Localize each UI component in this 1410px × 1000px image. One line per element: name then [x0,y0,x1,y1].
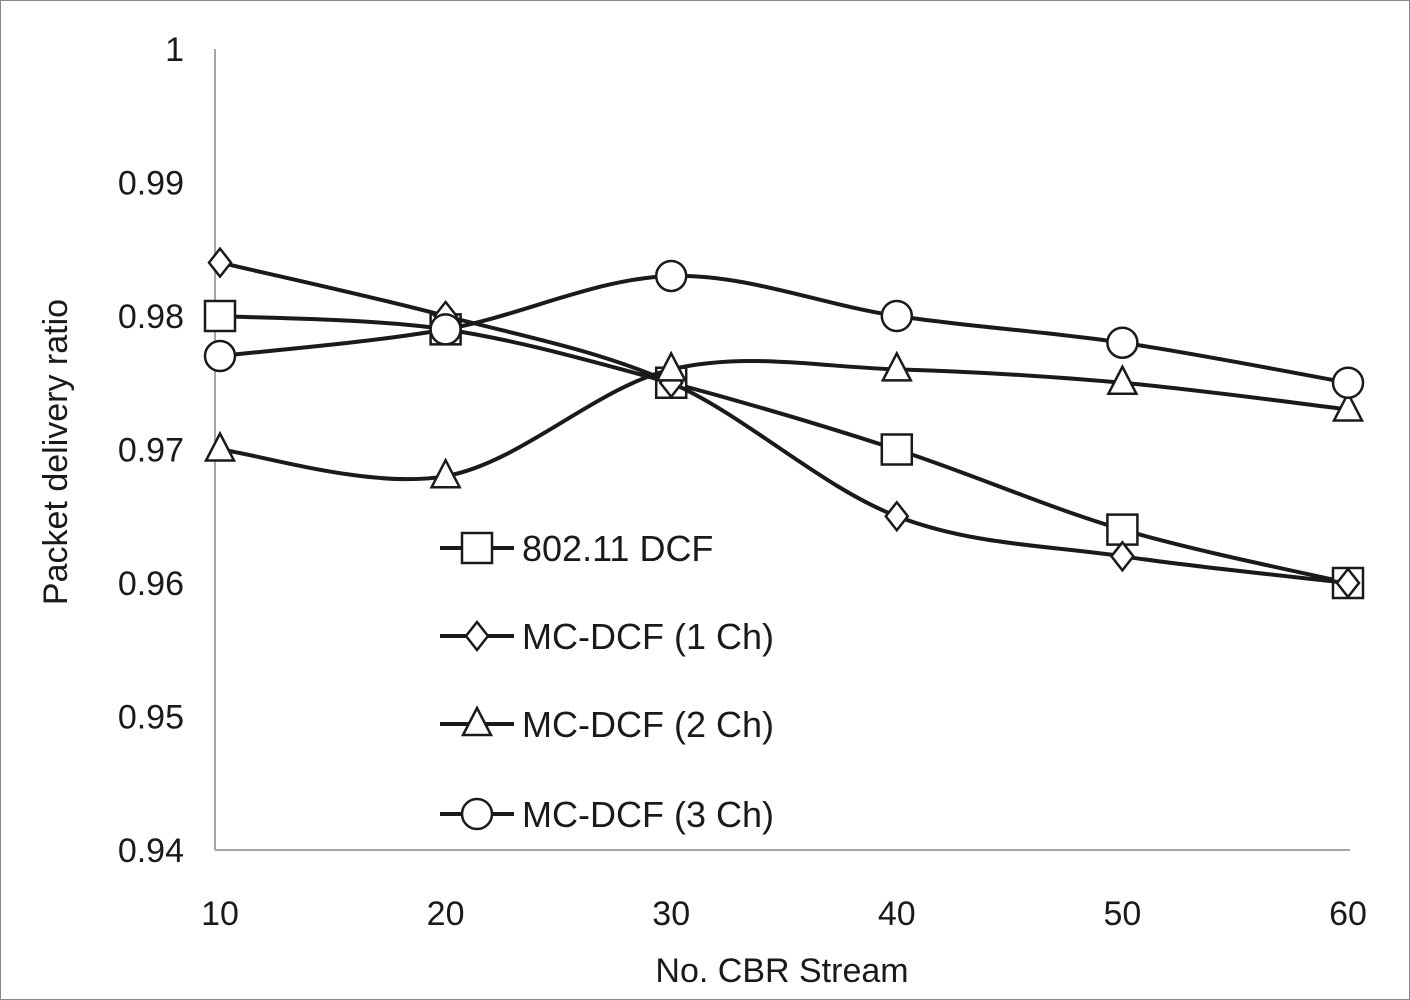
series-line [218,314,1350,585]
y-tick-label: 0.99 [118,165,184,203]
legend-marker-circle [460,797,494,831]
series-line [218,273,1350,385]
data-point-triangle [655,350,688,382]
legend: 802.11 DCF MC-DCF (1 Ch) MC-DCF (2 Ch) MC-D… [440,528,774,835]
legend-item: MC-DCF (1 Ch) [440,616,774,657]
data-point-diamond [884,500,910,533]
data-point-circle [654,259,688,293]
y-tick-label: 0.98 [118,298,184,336]
data-point-triangle [429,457,462,489]
legend-label: 802.11 DCF [522,528,713,569]
y-tick-label: 1 [165,31,184,69]
x-tick-label: 40 [878,895,916,933]
x-tick-label: 60 [1329,895,1367,933]
data-point-circle [429,313,462,346]
x-tick-labels: 10 20 30 40 50 60 [201,895,1367,933]
series-diamond [207,246,1361,600]
legend-marker-triangle [460,705,494,737]
legend-item: 802.11 DCF [440,528,713,569]
data-point-square [203,299,237,333]
x-tick-label: 50 [1103,895,1141,933]
legend-label: MC-DCF (2 Ch) [522,704,774,745]
data-point-square [1106,513,1139,546]
legend-item: MC-DCF (2 Ch) [440,704,774,745]
y-tick-labels: 0.94 0.95 0.96 0.97 0.98 0.99 1 [118,31,184,870]
data-point-circle [1331,366,1365,399]
data-point-circle [203,339,237,373]
data-point-diamond [1109,540,1135,573]
legend-marker-square [460,531,494,565]
legend-label: MC-DCF (3 Ch) [522,794,774,835]
data-point-triangle [880,350,913,382]
y-tick-label: 0.96 [118,565,184,603]
series-layer [203,246,1365,600]
x-axis-title: No. CBR Stream [655,952,908,990]
legend-item: MC-DCF (3 Ch) [440,794,774,835]
y-tick-label: 0.95 [118,699,184,737]
x-tick-label: 10 [201,895,239,933]
data-point-triangle [1106,364,1139,395]
y-tick-label: 0.97 [118,432,184,470]
data-point-triangle [203,430,237,462]
data-point-square [880,433,914,466]
y-axis-title: Packet delivery ratio [37,299,75,605]
series-line [218,358,1350,482]
data-point-diamond [1335,566,1361,600]
legend-marker-diamond [464,619,490,653]
x-tick-label: 30 [652,895,690,933]
y-tick-label: 0.94 [118,832,184,870]
legend-label: MC-DCF (1 Ch) [522,616,774,657]
series-triangle [203,350,1365,489]
series-circle [203,259,1365,399]
series-line [218,260,1350,585]
data-point-circle [1106,326,1139,359]
data-point-triangle [1331,390,1365,422]
data-point-circle [880,299,914,333]
x-tick-label: 20 [427,895,465,933]
data-point-diamond [207,246,233,279]
